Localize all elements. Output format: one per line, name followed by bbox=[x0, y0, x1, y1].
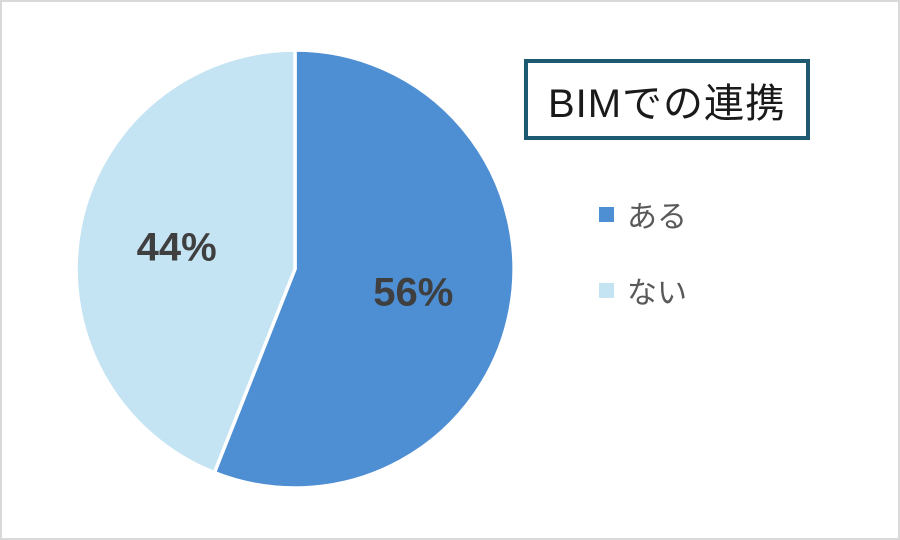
legend-item-aru: ある bbox=[599, 192, 687, 236]
chart-title-box: BIMでの連携 bbox=[524, 59, 810, 140]
pie-slice-0 bbox=[212, 48, 516, 490]
legend-swatch-nai-icon bbox=[599, 282, 614, 298]
data-label-aru: 56% bbox=[373, 271, 453, 315]
legend-label-aru: ある bbox=[627, 201, 687, 234]
legend-label-nai: ない bbox=[627, 277, 687, 310]
pie-slice-1 bbox=[74, 48, 297, 475]
pie-slices bbox=[74, 48, 516, 490]
chart-title: BIMでの連携 bbox=[547, 81, 787, 126]
legend-swatch-aru-icon bbox=[599, 206, 614, 222]
legend: ある ない bbox=[599, 192, 687, 312]
data-label-nai: 44% bbox=[137, 225, 217, 269]
legend-item-nai: ない bbox=[599, 268, 687, 312]
